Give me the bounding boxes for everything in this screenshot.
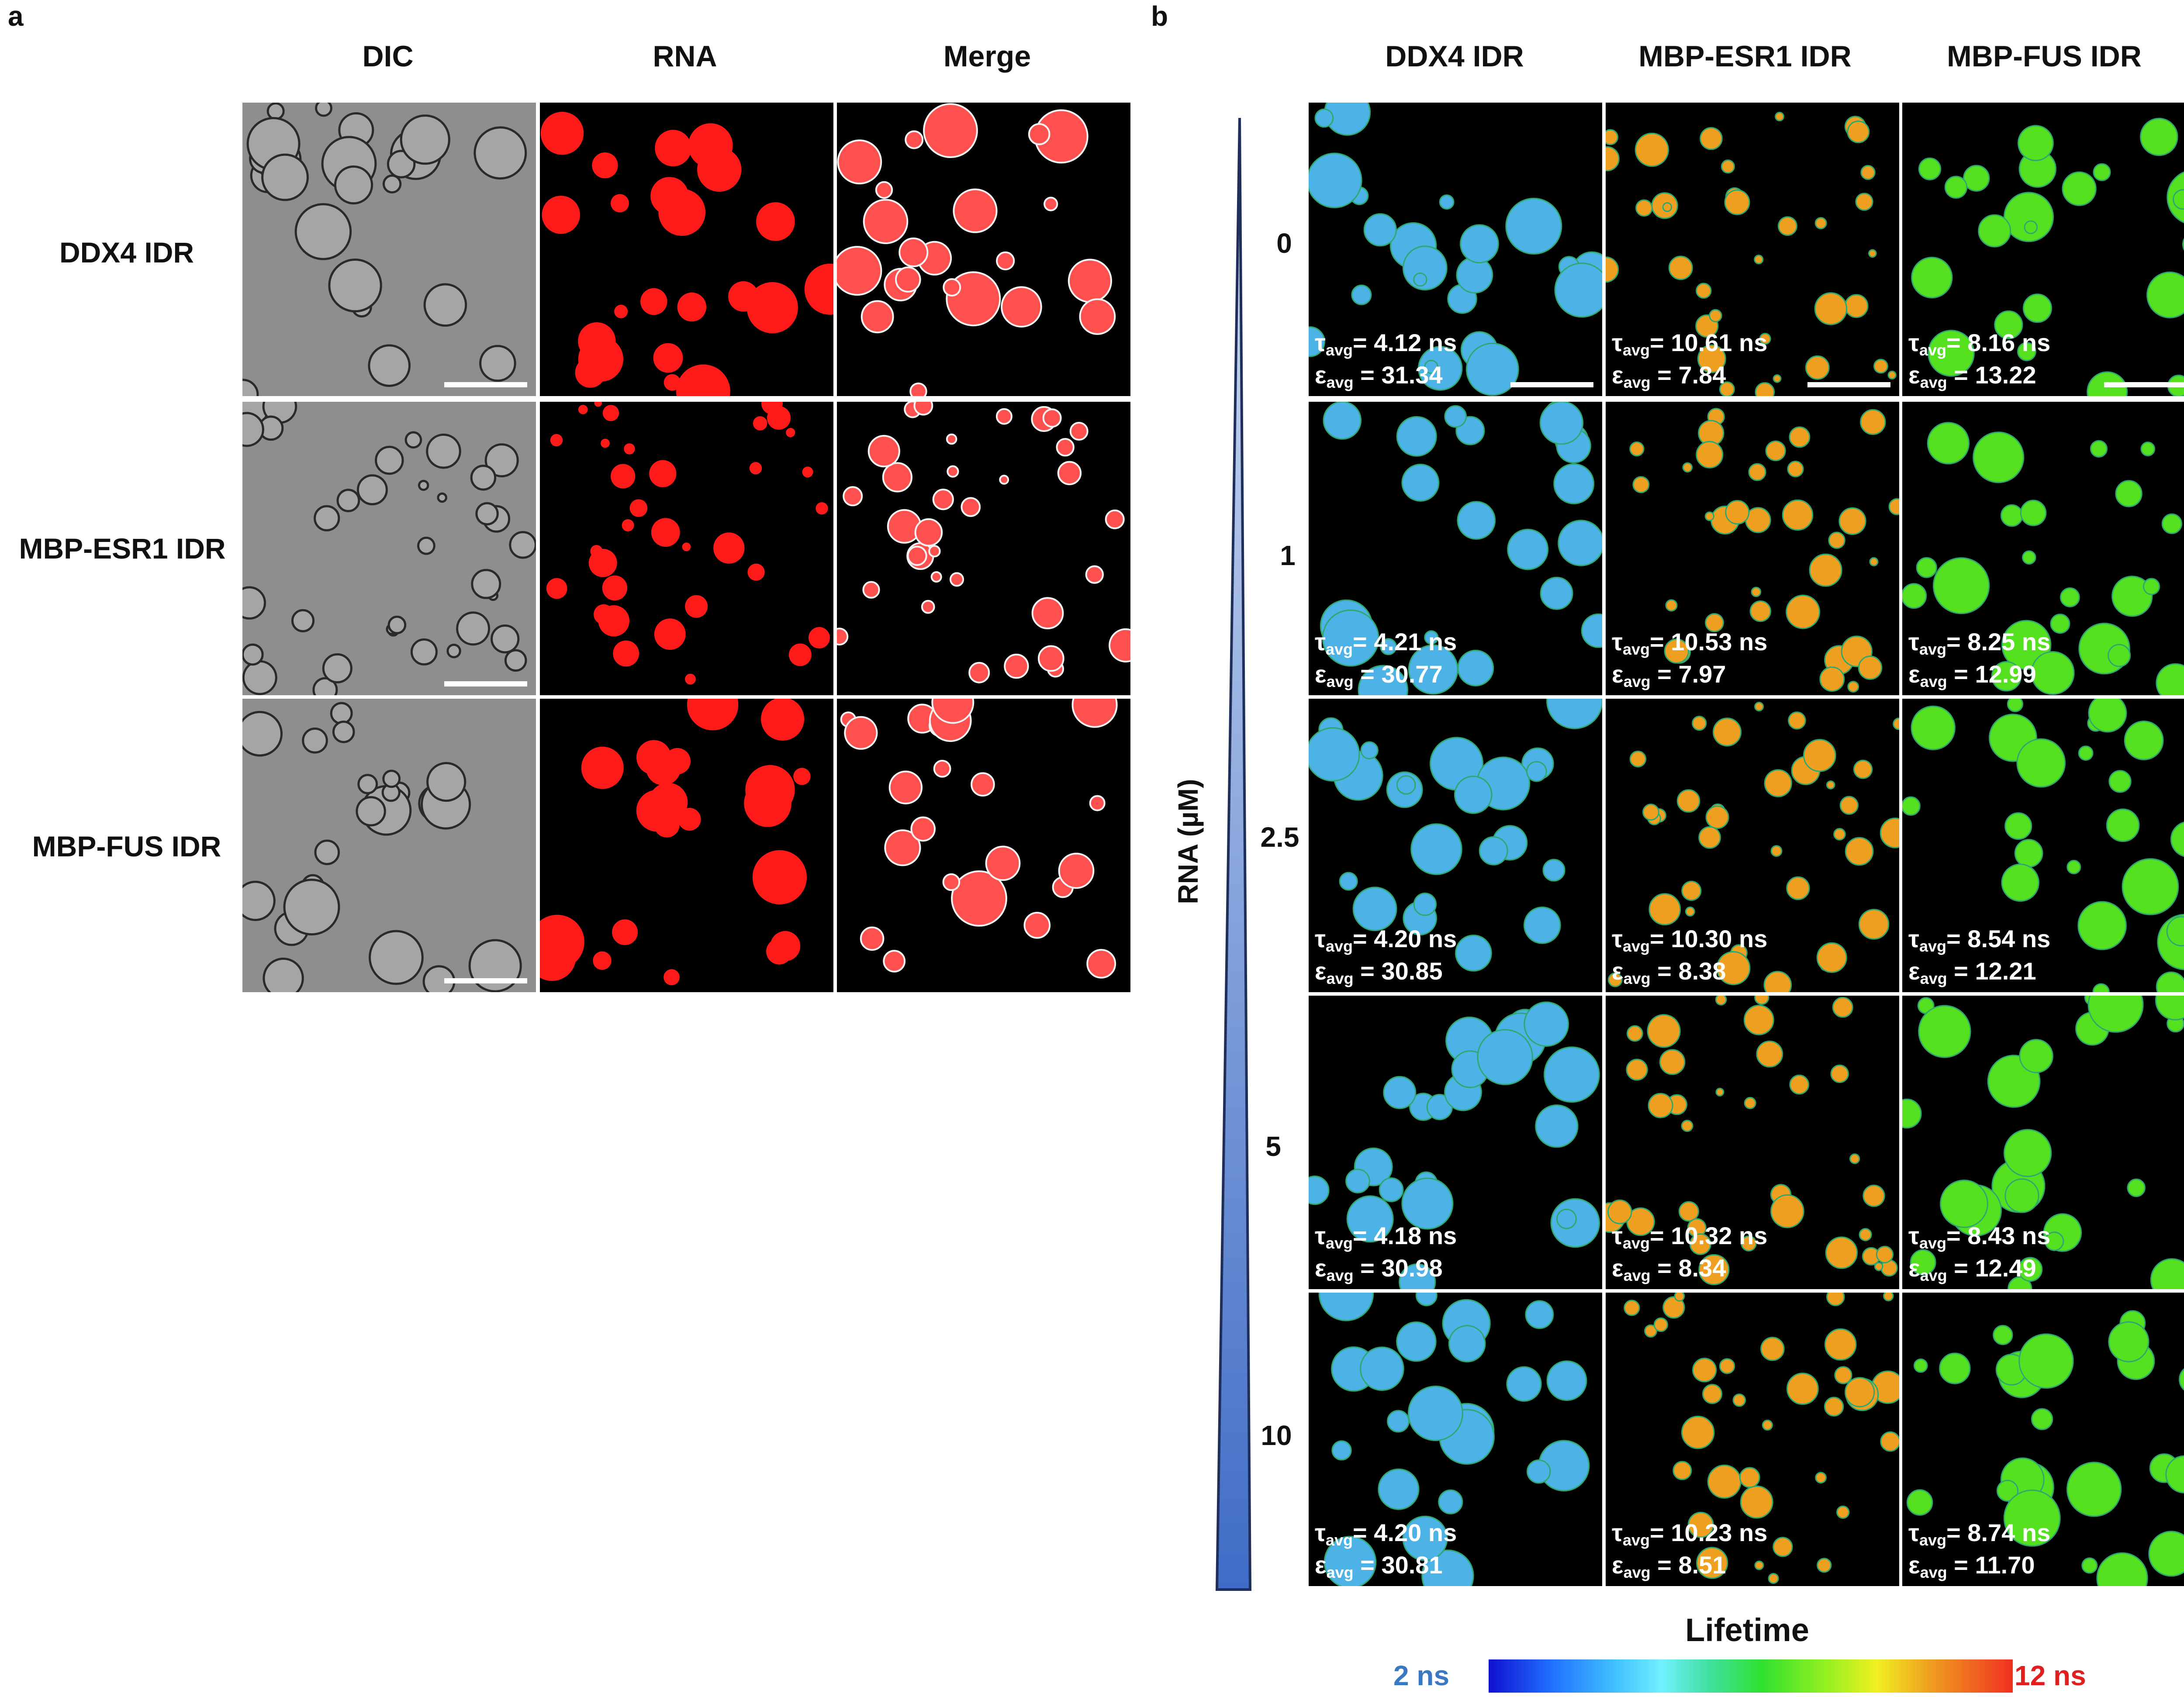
conc-label-2: 2.5 [1260,821,1299,853]
panel-a-tile-r2-merge [837,699,1130,992]
panel-b-col-fus: MBP-FUS IDR [1947,40,2142,73]
eps-avg-label: εavg = 8.51 [1612,1551,1726,1581]
flim-tile-r4-c2: τavg= 8.74 ns εavg = 11.70 [1902,1293,2184,1586]
flim-tile-r3-c0: τavg= 4.18 ns εavg = 30.98 [1309,996,1602,1289]
tau-avg-label: τavg= 4.20 ns [1315,1519,1457,1549]
flim-tile-r0-c2: τavg= 8.16 ns εavg = 13.22 [1902,103,2184,396]
eps-avg-label: εavg = 11.70 [1908,1551,2035,1581]
tau-avg-label: τavg= 8.74 ns [1908,1519,2051,1549]
panel-b-col-esr1: MBP-ESR1 IDR [1638,40,1852,73]
panel-a-tile-r2-dic [242,699,536,992]
conc-label-1: 1 [1280,540,1296,571]
flim-tile-r1-c0: τavg= 4.21 ns εavg = 30.77 [1309,402,1602,695]
scale-bar [1807,382,1890,387]
flim-tile-r4-c1: τavg= 10.23 ns εavg = 8.51 [1606,1293,1899,1586]
panel-a-tile-r0-rna [540,103,833,396]
flim-tile-r0-c0: τavg= 4.12 ns εavg = 31.34 [1309,103,1602,396]
panel-a-tile-r1-rna [540,402,833,695]
rna-gradient-wedge [1215,117,1252,1591]
tau-avg-label: τavg= 4.20 ns [1315,925,1457,955]
eps-avg-label: εavg = 30.81 [1315,1551,1443,1581]
eps-avg-label: εavg = 31.34 [1315,361,1443,391]
panel-a-col-dic: DIC [362,40,414,73]
tau-avg-label: τavg= 10.53 ns [1612,628,1768,658]
panel-a-tile-r0-merge [837,103,1130,396]
tau-avg-label: τavg= 10.23 ns [1612,1519,1768,1549]
scale-bar [1510,382,1593,387]
eps-avg-label: εavg = 12.99 [1908,660,2036,690]
panel-a-tile-r0-dic [242,103,536,396]
conc-label-3: 5 [1265,1131,1281,1162]
panel-b-col-ddx4: DDX4 IDR [1385,40,1524,73]
flim-tile-r3-c2: τavg= 8.43 ns εavg = 12.49 [1902,996,2184,1289]
eps-avg-label: εavg = 13.22 [1908,361,2036,391]
flim-tile-r0-c1: τavg= 10.61 ns εavg = 7.84 [1606,103,1899,396]
conc-label-0: 0 [1276,228,1292,259]
panel-a-row-ddx4: DDX4 IDR [59,236,194,269]
panel-b-letter: b [1151,0,1168,32]
tau-avg-label: τavg= 10.32 ns [1612,1222,1768,1252]
flim-tile-r2-c1: τavg= 10.30 ns εavg = 8.38 [1606,699,1899,992]
panel-a-tile-r1-merge [837,402,1130,695]
scale-bar [444,681,527,686]
eps-avg-label: εavg = 12.21 [1908,957,2036,987]
flim-tile-r1-c2: τavg= 8.25 ns εavg = 12.99 [1902,402,2184,695]
panel-a-col-rna: RNA [653,40,717,73]
eps-avg-label: εavg = 7.97 [1612,660,1726,690]
tau-avg-label: τavg= 10.61 ns [1612,329,1768,359]
panel-a-letter: a [8,0,24,32]
panel-a-tile-r2-rna [540,699,833,992]
scale-bar [444,382,527,387]
flim-tile-r2-c0: τavg= 4.20 ns εavg = 30.85 [1309,699,1602,992]
eps-avg-label: εavg = 30.85 [1315,957,1443,987]
panel-a-row-esr1: MBP-ESR1 IDR [19,532,226,565]
eps-avg-label: εavg = 7.84 [1612,361,1726,391]
colorbar-max-label: 12 ns [2015,1660,2086,1691]
eps-avg-label: εavg = 8.34 [1612,1254,1726,1284]
flim-tile-r2-c2: τavg= 8.54 ns εavg = 12.21 [1902,699,2184,992]
tau-avg-label: τavg= 8.54 ns [1908,925,2051,955]
tau-avg-label: τavg= 8.25 ns [1908,628,2051,658]
panel-a-row-fus: MBP-FUS IDR [32,830,221,862]
tau-avg-label: τavg= 10.30 ns [1612,925,1768,955]
flim-tile-r1-c1: τavg= 10.53 ns εavg = 7.97 [1606,402,1899,695]
tau-avg-label: τavg= 4.12 ns [1315,329,1457,359]
tau-avg-label: τavg= 8.16 ns [1908,329,2051,359]
panel-a-col-merge: Merge [943,40,1031,73]
lifetime-colorbar [1489,1659,2013,1693]
tau-avg-label: τavg= 4.21 ns [1315,628,1457,658]
scale-bar [2104,382,2184,387]
colorbar-title: Lifetime [1685,1612,1809,1648]
flim-tile-r3-c1: τavg= 10.32 ns εavg = 8.34 [1606,996,1899,1289]
colorbar-min-label: 2 ns [1393,1660,1450,1691]
eps-avg-label: εavg = 30.77 [1315,660,1443,690]
flim-tile-r4-c0: τavg= 4.20 ns εavg = 30.81 [1309,1293,1602,1586]
rna-axis-label: RNA (µM) [1172,779,1204,904]
eps-avg-label: εavg = 30.98 [1315,1254,1443,1284]
scale-bar [444,978,527,983]
eps-avg-label: εavg = 12.49 [1908,1254,2036,1284]
conc-label-4: 10 [1261,1420,1292,1451]
eps-avg-label: εavg = 8.38 [1612,957,1726,987]
tau-avg-label: τavg= 4.18 ns [1315,1222,1457,1252]
panel-a-tile-r1-dic [242,402,536,695]
tau-avg-label: τavg= 8.43 ns [1908,1222,2051,1252]
